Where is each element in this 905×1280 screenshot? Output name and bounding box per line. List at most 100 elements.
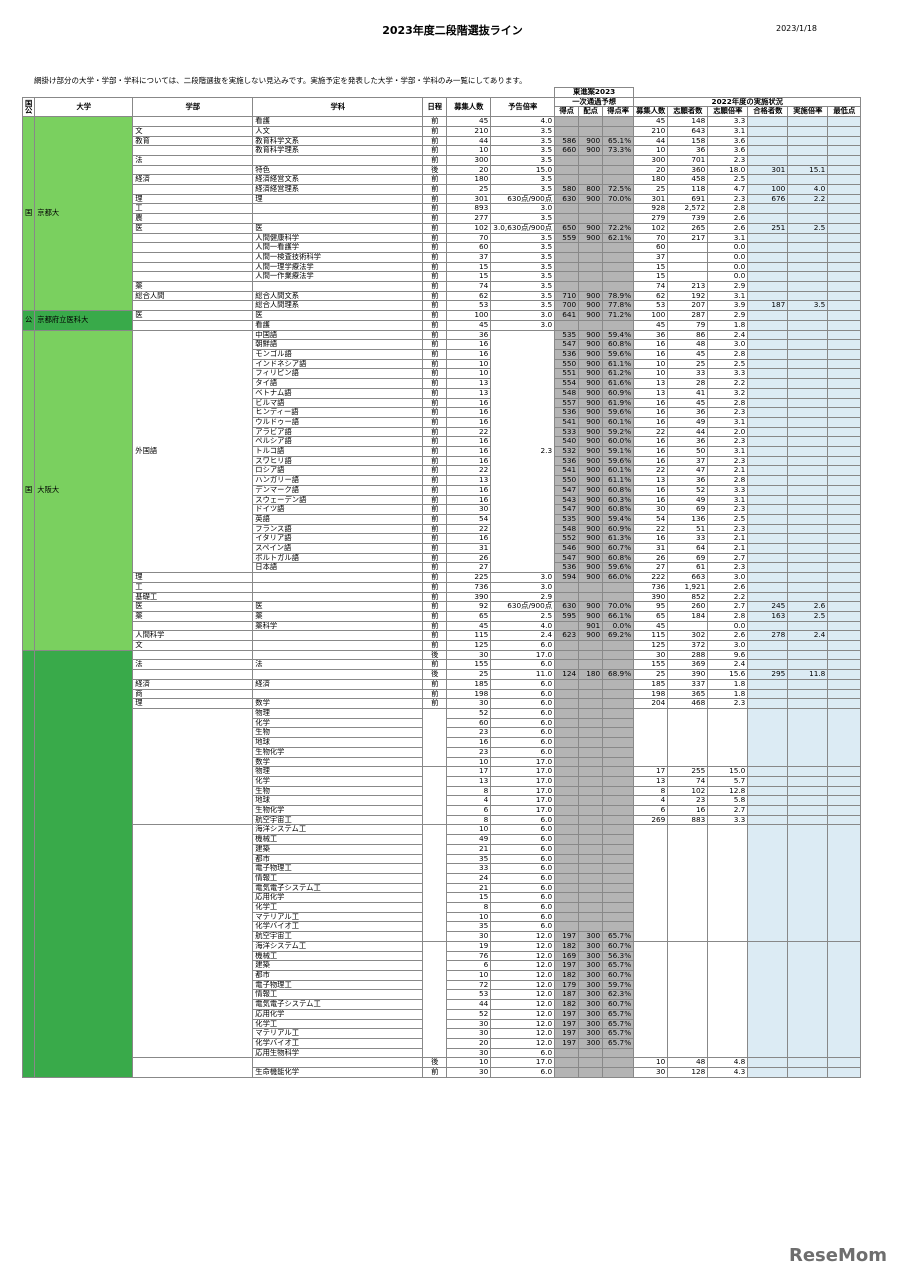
past-pratio-cell xyxy=(787,348,829,360)
dept-cell: 生物 xyxy=(252,785,424,797)
table-row: 化学バイオ工 20 12.0 197 300 65.7% xyxy=(23,1037,861,1049)
haiten-cell xyxy=(578,1057,604,1069)
quota-cell: 35 xyxy=(446,853,492,865)
schedule-cell: 前 xyxy=(422,145,448,156)
past-quota-cell xyxy=(633,940,669,1059)
past-apps-cell: 287 xyxy=(667,310,709,321)
haiten-cell: 900 xyxy=(578,135,604,147)
header-sched: 日程 xyxy=(422,96,448,118)
table-row: 化学バイオ工 35 6.0 xyxy=(23,921,861,933)
past-apps-cell: 663 xyxy=(667,572,709,583)
yokoku-cell: 12.0 xyxy=(490,960,556,971)
quota-cell: 52 xyxy=(446,1008,492,1020)
tokutenritsu-cell xyxy=(602,853,635,865)
yokoku-cell: 6.0 xyxy=(490,678,556,690)
past-apps-cell: 360 xyxy=(667,164,709,176)
past-pass-cell xyxy=(747,620,789,632)
schedule-cell: 前 xyxy=(422,407,448,418)
tokutenritsu-cell xyxy=(602,727,635,739)
past-quota-cell: 70 xyxy=(633,232,669,244)
tokutenritsu-cell: 59.6% xyxy=(602,562,635,574)
faculty-cell: 医 xyxy=(132,601,254,612)
past-quota-cell: 115 xyxy=(633,630,669,642)
haiten-cell xyxy=(578,154,604,166)
past-pratio-cell xyxy=(787,688,829,700)
past-ratio-cell: 15.0 xyxy=(707,766,749,777)
yokoku-cell: 12.0 xyxy=(490,1008,556,1020)
haiten-cell xyxy=(578,805,604,816)
past-min-cell xyxy=(827,494,862,506)
dept-cell: 看護 xyxy=(252,116,424,127)
yokoku-cell: 2.5 xyxy=(490,610,556,622)
past-pass-cell xyxy=(747,446,789,457)
past-quota-cell: 125 xyxy=(633,640,669,651)
past-min-cell xyxy=(827,805,862,816)
quota-cell: 13 xyxy=(446,475,492,486)
quota-cell: 30 xyxy=(446,1067,492,1078)
past-apps-cell: 118 xyxy=(667,184,709,195)
schedule-cell: 前 xyxy=(422,659,448,671)
yokoku-cell: 2.9 xyxy=(490,591,556,603)
resemom-logo: ReseMom xyxy=(788,1245,887,1266)
dept-cell: 人間一看護学 xyxy=(252,242,424,253)
haiten-cell: 300 xyxy=(578,960,604,971)
past-ratio-cell: 3.1 xyxy=(707,232,749,244)
table-row: ウルドゥー語前 16 541 900 60.1% 16 49 3.1 xyxy=(23,416,862,428)
header-row-3: 得点 配点 得点率 募集人数 志願者数 志願倍率 合格者数 実施倍率 最低点 xyxy=(23,106,862,118)
tokuten-cell: 536 xyxy=(554,562,580,574)
past-min-cell xyxy=(827,407,862,418)
past-ratio-cell: 2.8 xyxy=(707,348,749,360)
tokutenritsu-cell: 73.3% xyxy=(602,145,635,156)
past-apps-cell: 45 xyxy=(667,397,709,409)
header-p-min: 最低点 xyxy=(827,106,862,118)
tokuten-cell: 650 xyxy=(554,222,580,234)
past-apps-cell: 36 xyxy=(667,475,709,486)
past-pratio-cell xyxy=(787,368,829,380)
tokuten-cell xyxy=(554,251,580,263)
tokuten-cell: 641 xyxy=(554,310,580,321)
past-pratio-cell xyxy=(787,775,829,787)
past-apps-cell: 1,921 xyxy=(667,581,709,593)
past-pratio-cell xyxy=(787,271,829,283)
tokuten-cell xyxy=(554,708,580,719)
haiten-cell xyxy=(578,116,604,127)
past-apps-cell: 61 xyxy=(667,562,709,574)
past-min-cell xyxy=(827,513,862,525)
past-pass-cell xyxy=(747,290,789,302)
quota-cell: 30 xyxy=(446,698,492,709)
past-ratio-cell: 2.7 xyxy=(707,805,749,816)
quota-cell: 65 xyxy=(446,610,492,622)
quota-cell: 30 xyxy=(446,649,492,661)
tokuten-cell xyxy=(554,737,580,748)
quota-cell: 8 xyxy=(446,814,492,826)
past-pratio-cell xyxy=(787,154,829,166)
past-pass-cell xyxy=(747,174,789,186)
tokutenritsu-cell: 61.6% xyxy=(602,378,635,389)
header-tokutenritsu: 得点率 xyxy=(602,106,635,118)
past-pass-cell xyxy=(747,785,789,797)
past-pratio-cell xyxy=(787,562,829,574)
past-ratio-cell xyxy=(707,824,749,942)
table-row: 経済 経済経営文系前 180 3.5 180 458 2.5 xyxy=(23,174,862,186)
table-row: 人間健康科学前 70 3.5 559 900 62.1% 70 217 3.1 xyxy=(23,232,862,244)
haiten-cell xyxy=(578,242,604,253)
past-quota-cell xyxy=(633,707,669,768)
past-pass-cell: 245 xyxy=(747,601,789,612)
tokutenritsu-cell: 60.8% xyxy=(602,504,635,515)
quota-cell: 8 xyxy=(446,902,492,913)
past-pratio-cell xyxy=(787,698,829,709)
dept-cell: 人間健康科学 xyxy=(252,232,424,244)
quota-cell: 53 xyxy=(446,989,492,1001)
past-ratio-cell: 2.5 xyxy=(707,174,749,186)
header-past: 2022年度の実施状況 xyxy=(633,96,862,108)
schedule-cell: 前 xyxy=(422,513,448,525)
past-min-cell xyxy=(827,222,862,234)
yokoku-cell: 3.0 xyxy=(490,572,556,583)
past-min-cell xyxy=(827,436,862,448)
quota-cell: 13 xyxy=(446,775,492,787)
table-row: 後 30 17.0 30 288 9.6 xyxy=(21,649,862,1078)
dept-cell: 電気電子システム工 xyxy=(252,999,424,1010)
schedule-cell: 前 xyxy=(422,455,448,467)
yokoku-cell: 6.0 xyxy=(490,688,556,700)
dept-cell xyxy=(252,591,424,603)
